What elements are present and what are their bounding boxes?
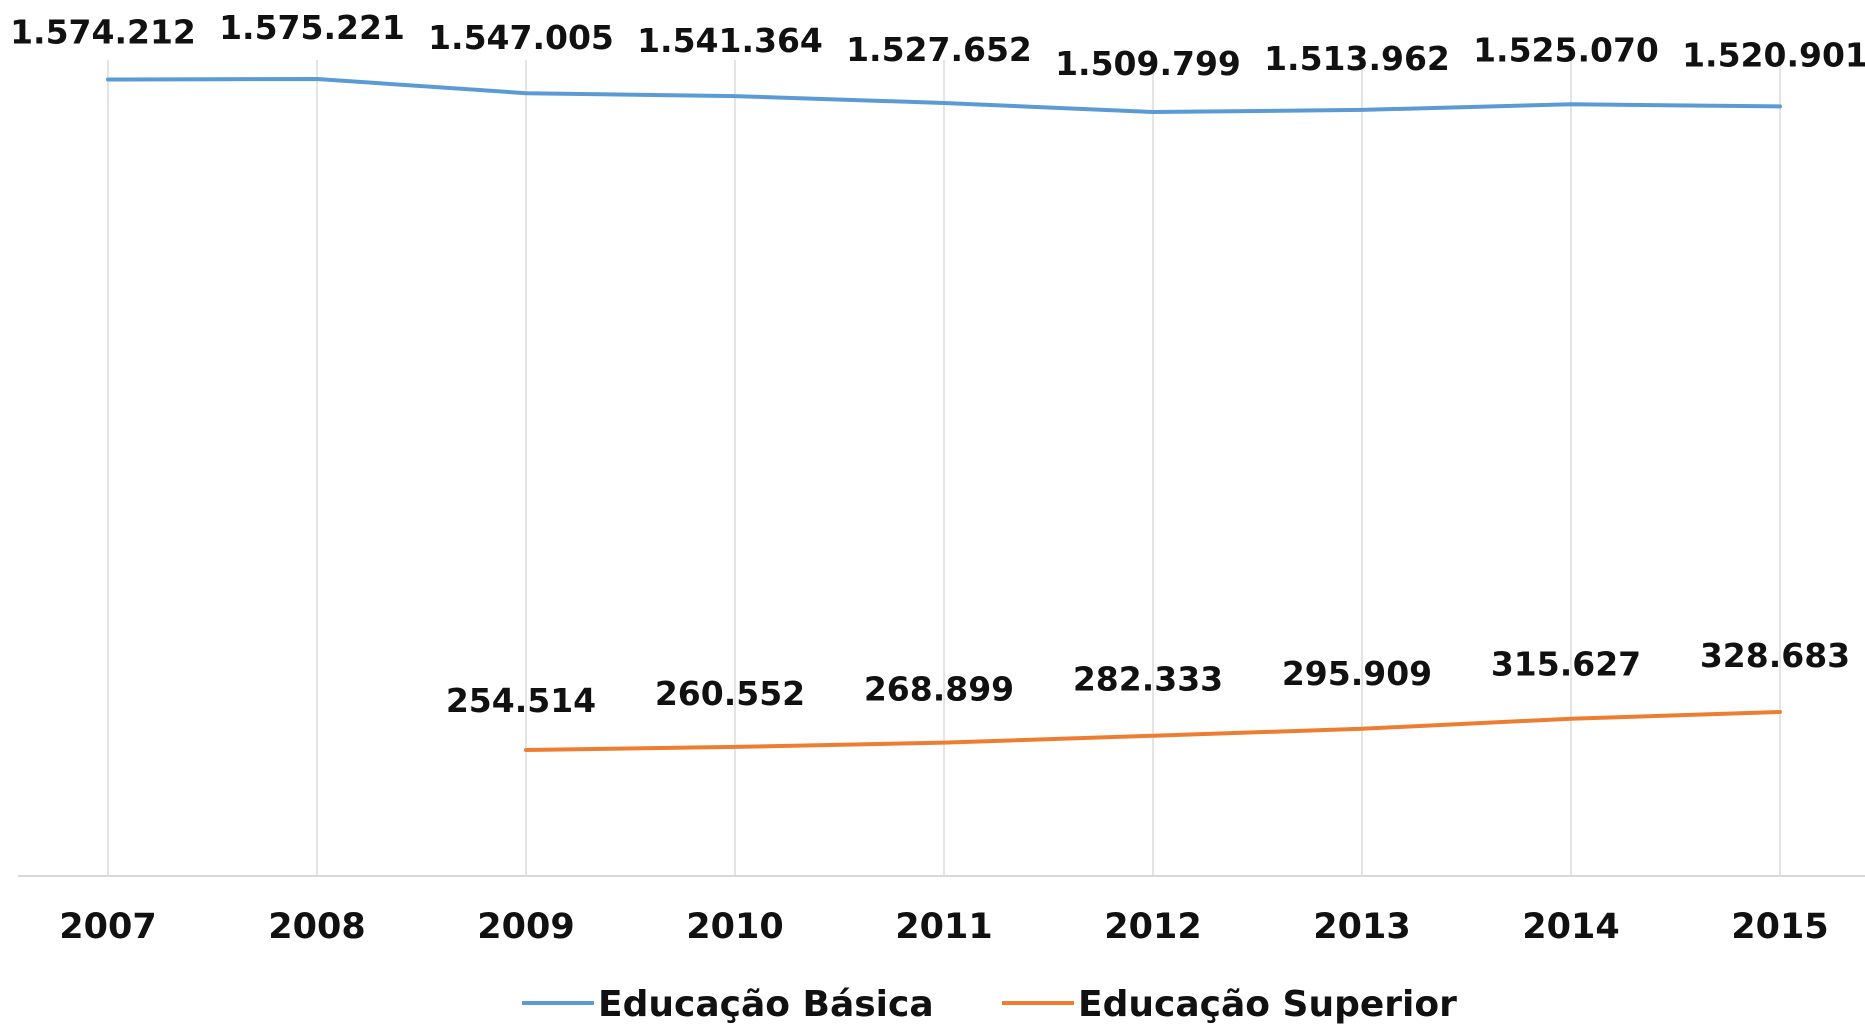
x-tick-2008: 2008 bbox=[268, 907, 365, 947]
data-label-basica-2013: 1.513.962 bbox=[1264, 39, 1450, 78]
x-tick-2009: 2009 bbox=[477, 907, 574, 947]
series-line-educacao-basica bbox=[106, 77, 1782, 114]
data-label-basica-2008: 1.575.221 bbox=[219, 8, 405, 47]
legend-label-educacao-superior: Educação Superior bbox=[1078, 984, 1457, 1025]
legend: Educação Básica Educação Superior bbox=[522, 984, 1457, 1025]
data-label-basica-2015: 1.520.901 bbox=[1682, 35, 1865, 74]
data-label-superior-2009: 254.514 bbox=[446, 681, 596, 720]
x-tick-2013: 2013 bbox=[1313, 907, 1410, 947]
data-label-superior-2010: 260.552 bbox=[655, 674, 805, 713]
x-tick-2012: 2012 bbox=[1104, 907, 1201, 947]
series-lines bbox=[106, 77, 1782, 752]
x-tick-2010: 2010 bbox=[686, 907, 783, 947]
series-line-educacao-superior bbox=[524, 710, 1782, 752]
data-label-superior-2012: 282.333 bbox=[1073, 660, 1223, 699]
vertical-gridlines bbox=[107, 60, 1781, 876]
data-labels: 1.574.212 1.575.221 1.547.005 1.541.364 1.52… bbox=[10, 8, 1865, 720]
data-label-basica-2007: 1.574.212 bbox=[10, 13, 196, 52]
data-label-superior-2014: 315.627 bbox=[1491, 645, 1641, 684]
x-axis-ticks: 2007 2008 2009 2010 2011 2012 2013 2014 2015 bbox=[59, 907, 1828, 947]
x-tick-2007: 2007 bbox=[59, 907, 156, 947]
data-label-superior-2013: 295.909 bbox=[1282, 654, 1432, 693]
data-label-basica-2011: 1.527.652 bbox=[846, 30, 1032, 69]
x-tick-2014: 2014 bbox=[1522, 907, 1619, 947]
x-tick-2011: 2011 bbox=[895, 907, 992, 947]
data-label-superior-2011: 268.899 bbox=[864, 670, 1014, 709]
data-label-basica-2014: 1.525.070 bbox=[1473, 30, 1659, 69]
data-label-basica-2009: 1.547.005 bbox=[428, 18, 614, 57]
data-label-superior-2015: 328.683 bbox=[1700, 636, 1850, 675]
data-label-basica-2010: 1.541.364 bbox=[637, 21, 823, 60]
legend-label-educacao-basica: Educação Básica bbox=[598, 984, 934, 1025]
x-tick-2015: 2015 bbox=[1731, 907, 1828, 947]
data-label-basica-2012: 1.509.799 bbox=[1055, 44, 1241, 83]
